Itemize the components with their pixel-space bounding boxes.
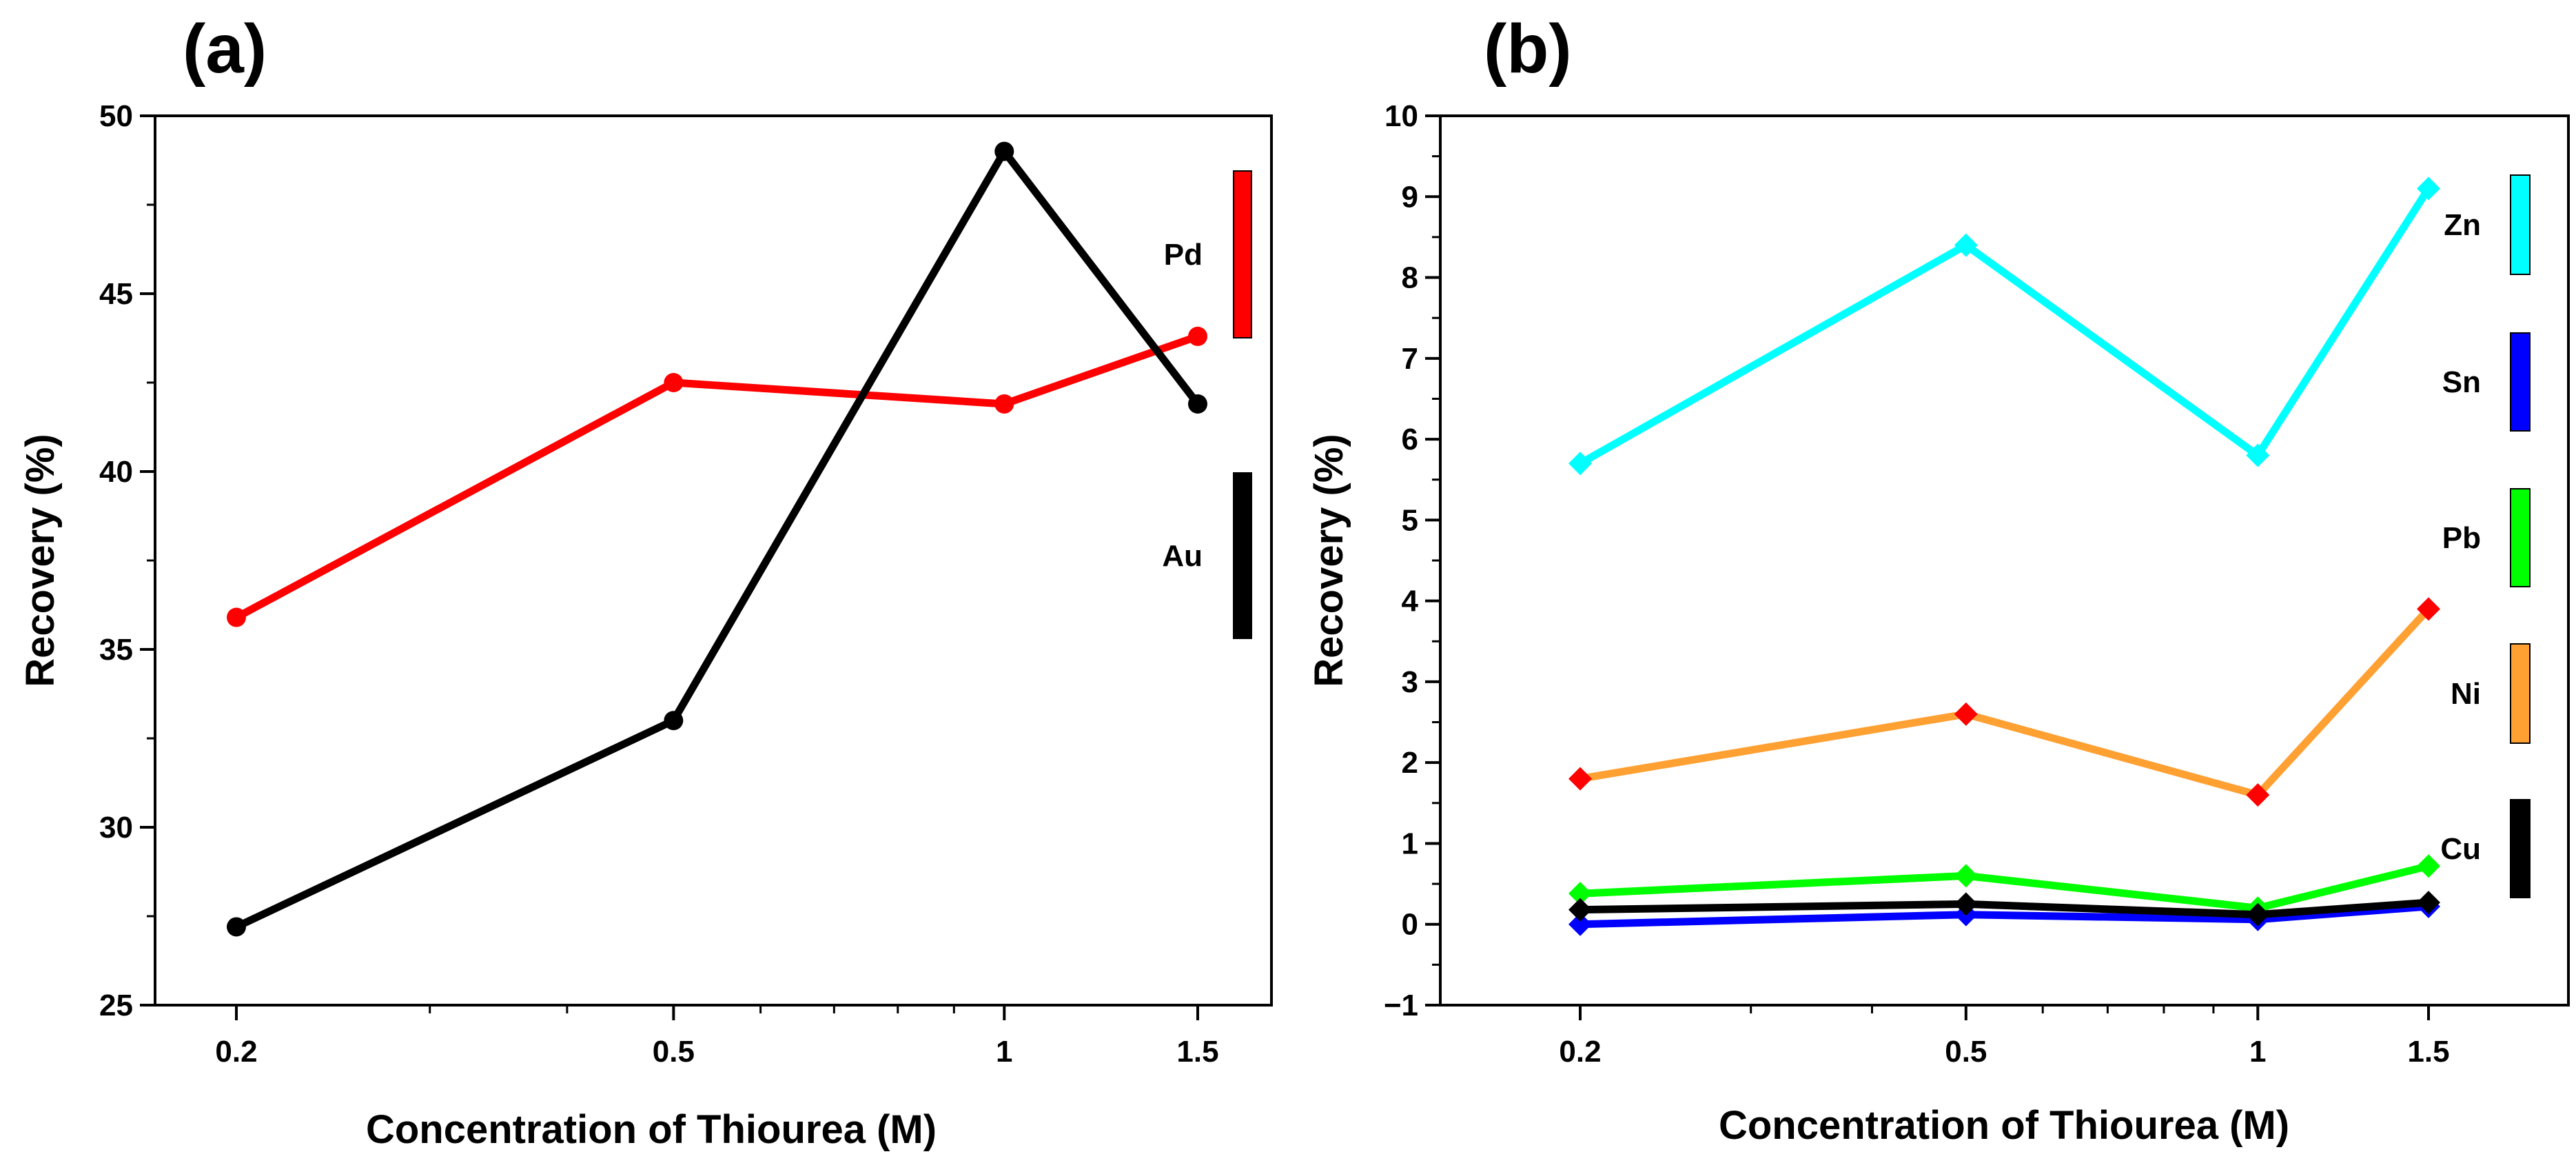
data-point-ni — [1568, 767, 1592, 791]
x-tick-label: 0.5 — [1945, 1035, 1987, 1069]
x-tick-label: 1.5 — [1176, 1035, 1218, 1069]
data-point-ni — [2246, 783, 2270, 807]
x-tick-label: 1 — [996, 1035, 1012, 1069]
y-tick-label: 50 — [99, 99, 133, 133]
series-line-au — [232, 148, 1202, 931]
data-point-sn — [1568, 912, 1592, 936]
legend-label-pd: Pd — [1164, 238, 1203, 272]
data-point-zn — [1568, 452, 1592, 476]
data-point-au — [1188, 394, 1207, 414]
plot-frame — [154, 114, 1273, 1007]
y-tick-label: 6 — [1402, 423, 1418, 456]
y-tick-label: 0 — [1402, 908, 1418, 942]
panel-label: (b) — [1484, 10, 1572, 88]
series-line-ni — [1576, 605, 2433, 799]
y-tick-label: 2 — [1402, 746, 1418, 780]
legend-label-au: Au — [1162, 539, 1203, 573]
x-tick-label: 1.5 — [2407, 1035, 2449, 1069]
y-tick-label: 25 — [99, 989, 133, 1022]
data-point-au — [994, 141, 1014, 161]
x-axis-title: Concentration of Thiourea (M) — [366, 1107, 937, 1152]
legend-label-zn: Zn — [2444, 208, 2481, 242]
y-tick-label: −1 — [1384, 989, 1418, 1022]
y-tick-label: 5 — [1402, 503, 1418, 537]
y-axis-title: Recovery (%) — [18, 434, 63, 687]
data-point-ni — [1954, 702, 1978, 726]
data-point-ni — [2417, 597, 2440, 621]
legend-swatch-au — [1233, 472, 1252, 639]
y-tick-label: 1 — [1402, 827, 1418, 860]
data-point-pb — [1568, 882, 1592, 906]
legend-label-pb: Pb — [2442, 521, 2481, 555]
data-point-cu — [1954, 892, 1978, 916]
panel-label: (a) — [183, 10, 267, 88]
x-tick-label: 0.5 — [653, 1035, 695, 1069]
x-tick-label: 0.2 — [1559, 1035, 1601, 1069]
data-point-pb — [1954, 864, 1978, 888]
x-tick-label: 1 — [2249, 1035, 2266, 1069]
chart-panel-a: (a) 25 30 35 40 45 50 0.2 0.5 1 1.5 Concentration o… — [18, 10, 1273, 1152]
data-point-cu — [1568, 898, 1592, 922]
legend-swatch-pb — [2510, 488, 2531, 587]
data-point-pd — [227, 607, 246, 627]
data-point-pb — [2417, 854, 2440, 878]
y-tick-label: 7 — [1402, 342, 1418, 376]
y-axis-title: Recovery (%) — [1307, 434, 1351, 687]
data-point-pd — [994, 394, 1014, 414]
y-tick-label: 35 — [99, 633, 133, 667]
data-point-zn — [2246, 443, 2270, 467]
legend-swatch-cu — [2510, 799, 2531, 898]
y-tick-label: 3 — [1402, 665, 1418, 699]
series-line-sn — [1576, 902, 2433, 929]
series-line-zn — [1576, 185, 2433, 467]
data-point-au — [227, 917, 246, 937]
legend-swatch-zn — [2510, 174, 2531, 275]
chart-panel-b: (b) −1 0 1 2 3 4 5 6 7 8 9 10 0.2 0.5 1 1.5 Concentration… — [1307, 10, 2570, 1148]
data-point-pd — [664, 373, 684, 392]
x-tick-label: 0.2 — [215, 1035, 257, 1069]
x-axis-title: Concentration of Thiourea (M) — [1719, 1103, 2289, 1148]
y-tick-label: 45 — [99, 277, 133, 311]
y-tick-label: 10 — [1384, 99, 1418, 133]
series-line-pd — [232, 332, 1202, 622]
y-tick-label: 30 — [99, 811, 133, 845]
series-line-pb — [1576, 862, 2433, 912]
legend-label-cu: Cu — [2440, 832, 2481, 866]
legend-swatch-ni — [2510, 643, 2531, 744]
legend-swatch-sn — [2510, 332, 2531, 432]
legend-label-sn: Sn — [2442, 365, 2481, 399]
series-line-cu — [1576, 898, 2433, 919]
data-point-zn — [1954, 233, 1978, 257]
data-point-cu — [2246, 902, 2270, 927]
y-tick-label: 40 — [99, 455, 133, 489]
data-point-cu — [2417, 891, 2440, 915]
y-tick-label: 4 — [1402, 585, 1419, 618]
data-point-zn — [2417, 176, 2440, 201]
data-point-pd — [1188, 326, 1207, 346]
y-tick-label: 9 — [1402, 180, 1418, 214]
data-point-au — [664, 711, 684, 731]
legend-swatch-pd — [1233, 170, 1252, 338]
legend-label-ni: Ni — [2451, 677, 2481, 711]
y-tick-label: 8 — [1402, 261, 1418, 295]
